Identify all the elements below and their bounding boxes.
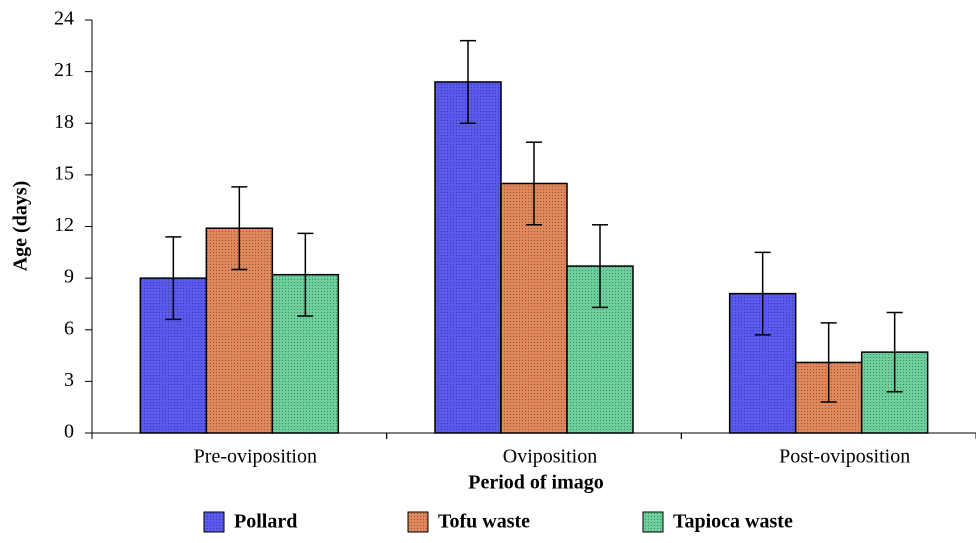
error-bar: [886, 311, 903, 393]
y-tick-label: 24: [54, 8, 74, 30]
legend-label: Pollard: [234, 511, 297, 533]
legend-label: Tapioca waste: [673, 511, 793, 533]
error-bar: [592, 224, 608, 309]
legend-swatch: [203, 511, 225, 533]
y-tick-label: 15: [54, 162, 74, 184]
y-tick-label: 3: [64, 369, 74, 391]
bar: [434, 81, 502, 434]
y-tick-label: 12: [54, 214, 74, 236]
legend-swatch: [642, 511, 664, 533]
error-bar: [820, 322, 837, 403]
x-tick-label: Pre-oviposition: [194, 446, 317, 468]
y-axis-title: Age (days): [10, 181, 32, 272]
y-tick-label: 0: [64, 421, 74, 443]
error-bar: [231, 186, 248, 271]
error-bar: [460, 39, 476, 124]
y-tick-label: 21: [54, 59, 74, 81]
y-tick-label: 9: [64, 266, 74, 288]
x-tick-label: Oviposition: [503, 446, 597, 468]
error-bar: [297, 232, 314, 317]
x-axis-title: Period of imago: [468, 472, 604, 494]
error-bar: [754, 251, 771, 336]
y-tick-label: 6: [64, 317, 74, 339]
error-bar: [165, 236, 182, 321]
legend-swatch: [407, 511, 429, 533]
error-bar: [526, 141, 542, 226]
x-tick-label: Post-oviposition: [779, 446, 910, 468]
legend-label: Tofu waste: [438, 511, 530, 533]
y-tick-label: 18: [54, 111, 74, 133]
